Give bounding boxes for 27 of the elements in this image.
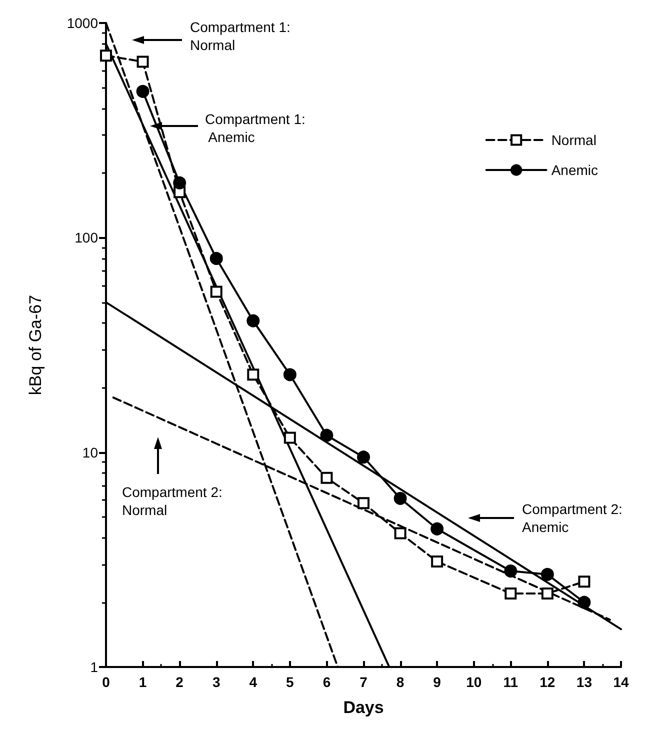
- annotation: Compartment 2: Anemic: [522, 500, 622, 536]
- x-tick-label: 4: [249, 674, 258, 690]
- y-tick-label: 1000: [66, 15, 98, 31]
- x-tick-label: 10: [466, 674, 482, 690]
- x-tick-label: 8: [396, 674, 404, 690]
- x-tick-label: 5: [286, 674, 294, 690]
- x-tick-label: 13: [576, 674, 592, 690]
- x-tick-label: 3: [212, 674, 220, 690]
- y-tick-label: 1: [90, 659, 98, 675]
- x-tick-label: 2: [176, 674, 184, 690]
- x-tick-label: 0: [102, 674, 110, 690]
- x-tick-label: 6: [322, 674, 331, 690]
- annotation: Compartment 1: Anemic: [205, 110, 306, 146]
- y-axis-title: kBq of Ga-67: [26, 294, 45, 396]
- annotation: Compartment 1: Normal: [190, 18, 290, 54]
- legend-label: Normal: [551, 132, 596, 148]
- y-tick-label: 100: [74, 230, 98, 246]
- x-tick-label: 1: [138, 674, 147, 690]
- x-tick-label: 7: [360, 674, 368, 690]
- legend-label: Anemic: [551, 162, 598, 178]
- y-tick-label: 10: [82, 444, 98, 460]
- x-tick-label: 12: [540, 674, 556, 690]
- x-axis-title: Days: [343, 698, 384, 717]
- x-tick-label: 11: [503, 674, 518, 690]
- x-tick-label: 9: [433, 674, 442, 690]
- annotation: Compartment 2: Normal: [122, 483, 222, 519]
- x-tick-label: 14: [613, 674, 629, 690]
